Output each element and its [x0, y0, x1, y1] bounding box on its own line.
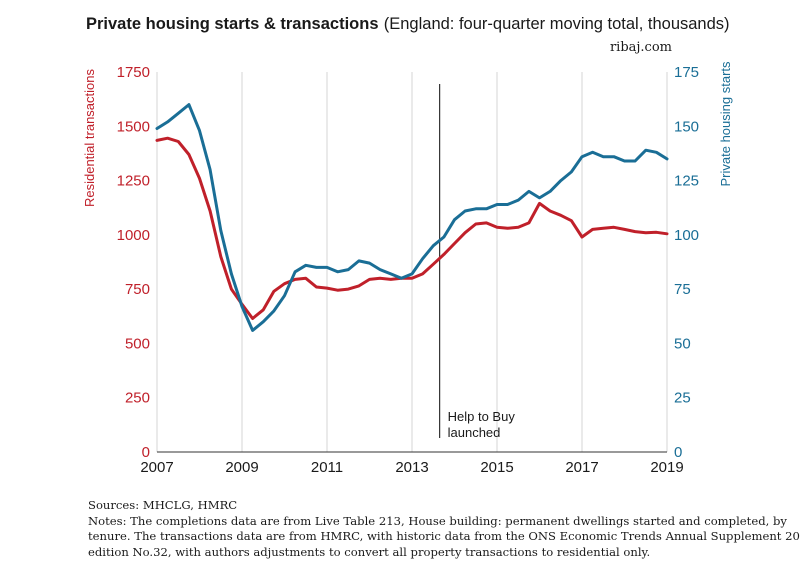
- credit-text: ribaj.com: [609, 40, 672, 55]
- y-right-tick-label: 75: [674, 281, 691, 298]
- y-right-tick-label: 25: [674, 390, 691, 407]
- y-left-tick-label: 1500: [117, 118, 150, 135]
- y-left-tick-label: 1000: [117, 227, 150, 244]
- series-lines: [155, 103, 669, 332]
- y-left-tick-label: 0: [142, 444, 150, 461]
- x-tick-label: 2019: [650, 459, 683, 476]
- y-right-tick-label: 0: [674, 444, 682, 461]
- notes-line-1: Notes: The completions data are from Liv…: [88, 513, 787, 528]
- y-left-tick-label: 750: [125, 281, 150, 298]
- y-right-tick-label: 175: [674, 64, 699, 81]
- x-tick-label: 2007: [140, 459, 173, 476]
- notes-line-3: edition No.32, with authors adjustments …: [88, 544, 651, 559]
- annotation-text-line-1: Help to Buy: [448, 409, 516, 424]
- grid-lines: [156, 72, 668, 452]
- y-right-tick-label: 150: [674, 118, 699, 135]
- y-left-tick-label: 500: [125, 335, 150, 352]
- y-left-tick-label: 250: [125, 390, 150, 407]
- footer-notes: Sources: MHCLG, HMRC Notes: The completi…: [88, 498, 800, 560]
- sources-text: Sources: MHCLG, HMRC: [88, 498, 238, 512]
- x-tick-label: 2009: [225, 459, 258, 476]
- chart-title-subtitle: (England: four-quarter moving total, tho…: [383, 15, 730, 33]
- notes-line-2: tenure. The transactions data are from H…: [88, 529, 800, 543]
- x-tick-label: 2013: [395, 459, 428, 476]
- chart-title-main: Private housing starts & transactions: [86, 15, 379, 33]
- x-tick-label: 2017: [565, 459, 598, 476]
- y-right-tick-label: 100: [674, 227, 699, 244]
- y-axis-label-left: Residential transactions: [82, 68, 97, 207]
- annotation-text-line-2: launched: [448, 425, 501, 440]
- y-right-tick-label: 125: [674, 173, 699, 190]
- x-tick-label: 2015: [480, 459, 513, 476]
- tick-labels: 2007 2009 2011 2013 2015 2017 2019025050075010…: [117, 64, 699, 476]
- x-tick-label: 2011: [311, 459, 343, 476]
- y-left-tick-label: 1250: [117, 173, 150, 190]
- y-right-tick-label: 50: [674, 335, 691, 352]
- y-axis-label-right: Private housing starts: [718, 61, 733, 187]
- chart-title: Private housing starts & transactions (E…: [86, 14, 730, 34]
- y-left-tick-label: 1750: [117, 64, 150, 81]
- series-line-housing-starts: [155, 103, 669, 332]
